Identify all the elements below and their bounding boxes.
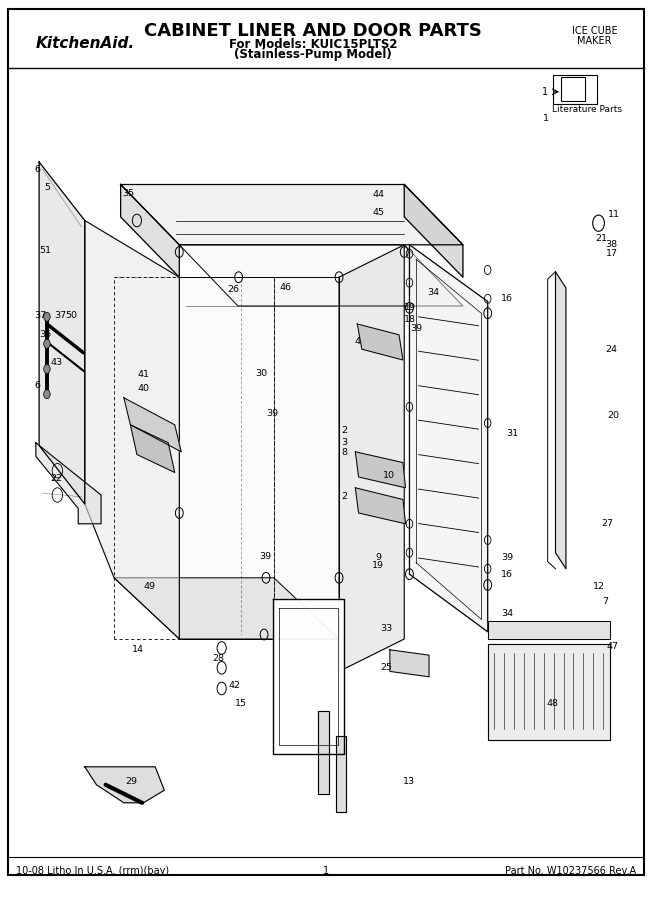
Polygon shape xyxy=(409,245,488,632)
Polygon shape xyxy=(488,644,610,740)
Text: For Models: KUIC15PLTS2: For Models: KUIC15PLTS2 xyxy=(229,38,397,50)
Text: 1: 1 xyxy=(542,86,548,97)
Polygon shape xyxy=(339,245,404,671)
Polygon shape xyxy=(36,443,101,524)
Text: 2: 2 xyxy=(341,426,348,435)
Text: 41: 41 xyxy=(138,370,149,379)
Polygon shape xyxy=(85,767,164,803)
Circle shape xyxy=(44,390,50,399)
Text: 11: 11 xyxy=(608,210,620,219)
Polygon shape xyxy=(355,452,406,488)
Circle shape xyxy=(44,312,50,321)
Text: 4: 4 xyxy=(354,338,361,346)
Text: 19: 19 xyxy=(404,303,415,312)
Polygon shape xyxy=(179,245,463,306)
Polygon shape xyxy=(355,488,406,524)
Text: 33: 33 xyxy=(380,624,392,633)
Text: 35: 35 xyxy=(123,189,134,198)
Polygon shape xyxy=(85,220,179,639)
Text: 19: 19 xyxy=(372,561,384,570)
Text: 48: 48 xyxy=(546,699,558,708)
Bar xyxy=(561,77,585,101)
Polygon shape xyxy=(121,184,463,245)
Text: 25: 25 xyxy=(380,663,392,672)
Text: 39: 39 xyxy=(259,552,271,561)
Text: 10: 10 xyxy=(383,471,395,480)
Polygon shape xyxy=(488,621,610,639)
Text: 29: 29 xyxy=(126,777,138,786)
Text: Part No. W10237566 Rev.A: Part No. W10237566 Rev.A xyxy=(505,866,636,877)
Text: 34: 34 xyxy=(428,288,439,297)
Text: (Stainless-Pump Model): (Stainless-Pump Model) xyxy=(234,49,392,61)
Text: 40: 40 xyxy=(138,384,149,393)
Text: 34: 34 xyxy=(501,609,513,618)
Text: 31: 31 xyxy=(506,429,518,438)
Text: 5: 5 xyxy=(44,183,50,192)
Text: KitchenAid.: KitchenAid. xyxy=(35,36,134,50)
Polygon shape xyxy=(121,184,179,277)
Polygon shape xyxy=(404,184,463,277)
Text: 39: 39 xyxy=(501,554,513,562)
Text: 46: 46 xyxy=(280,284,291,292)
Polygon shape xyxy=(357,324,403,360)
Text: 2: 2 xyxy=(341,492,348,501)
Text: 42: 42 xyxy=(229,681,241,690)
Text: 13: 13 xyxy=(404,777,415,786)
Text: ICE CUBE: ICE CUBE xyxy=(572,25,617,36)
Polygon shape xyxy=(556,272,566,569)
Text: 9: 9 xyxy=(375,554,381,562)
Text: 18: 18 xyxy=(404,315,415,324)
Text: 10-08 Litho In U.S.A. (rrm)(bay): 10-08 Litho In U.S.A. (rrm)(bay) xyxy=(16,866,170,877)
Polygon shape xyxy=(318,711,329,794)
Polygon shape xyxy=(130,425,175,472)
Text: 27: 27 xyxy=(602,519,614,528)
Text: 37: 37 xyxy=(35,310,46,320)
Text: Literature Parts: Literature Parts xyxy=(552,105,622,114)
Text: 20: 20 xyxy=(607,411,619,420)
Circle shape xyxy=(44,339,50,348)
Text: 6: 6 xyxy=(35,381,41,390)
Polygon shape xyxy=(124,398,181,452)
Text: 47: 47 xyxy=(607,642,619,651)
Polygon shape xyxy=(390,650,429,677)
Text: 6: 6 xyxy=(35,165,41,174)
Text: 28: 28 xyxy=(213,654,224,663)
Text: 16: 16 xyxy=(501,294,513,303)
Circle shape xyxy=(44,364,50,373)
Text: 38: 38 xyxy=(606,240,617,249)
Text: 15: 15 xyxy=(235,699,247,708)
Text: 43: 43 xyxy=(51,358,63,367)
Text: 30: 30 xyxy=(255,369,267,378)
Polygon shape xyxy=(39,162,85,504)
Text: 22: 22 xyxy=(51,474,63,483)
Polygon shape xyxy=(179,277,339,639)
Text: 49: 49 xyxy=(144,582,156,591)
Text: 24: 24 xyxy=(606,345,617,354)
Text: 51: 51 xyxy=(40,246,52,255)
Text: 26: 26 xyxy=(228,285,239,294)
Text: 36: 36 xyxy=(40,330,52,339)
Text: 12: 12 xyxy=(593,582,604,591)
Text: 14: 14 xyxy=(132,645,144,654)
Text: 21: 21 xyxy=(595,234,607,243)
Text: 7: 7 xyxy=(602,597,608,606)
Text: 1: 1 xyxy=(323,866,329,877)
Text: 1: 1 xyxy=(543,114,550,123)
Text: 45: 45 xyxy=(372,208,384,217)
Text: 50: 50 xyxy=(66,310,78,320)
Text: MAKER: MAKER xyxy=(578,36,612,47)
Text: 8: 8 xyxy=(341,448,348,457)
Text: 16: 16 xyxy=(501,570,513,579)
Bar xyxy=(553,75,597,104)
Text: 3: 3 xyxy=(341,438,348,447)
Text: 17: 17 xyxy=(606,249,617,258)
Text: 39: 39 xyxy=(267,410,278,418)
Polygon shape xyxy=(336,736,346,812)
Polygon shape xyxy=(273,598,344,754)
Text: 44: 44 xyxy=(372,190,384,199)
Text: 37: 37 xyxy=(54,310,66,320)
Text: CABINET LINER AND DOOR PARTS: CABINET LINER AND DOOR PARTS xyxy=(144,22,482,40)
Text: 39: 39 xyxy=(410,324,422,333)
Polygon shape xyxy=(114,578,339,639)
